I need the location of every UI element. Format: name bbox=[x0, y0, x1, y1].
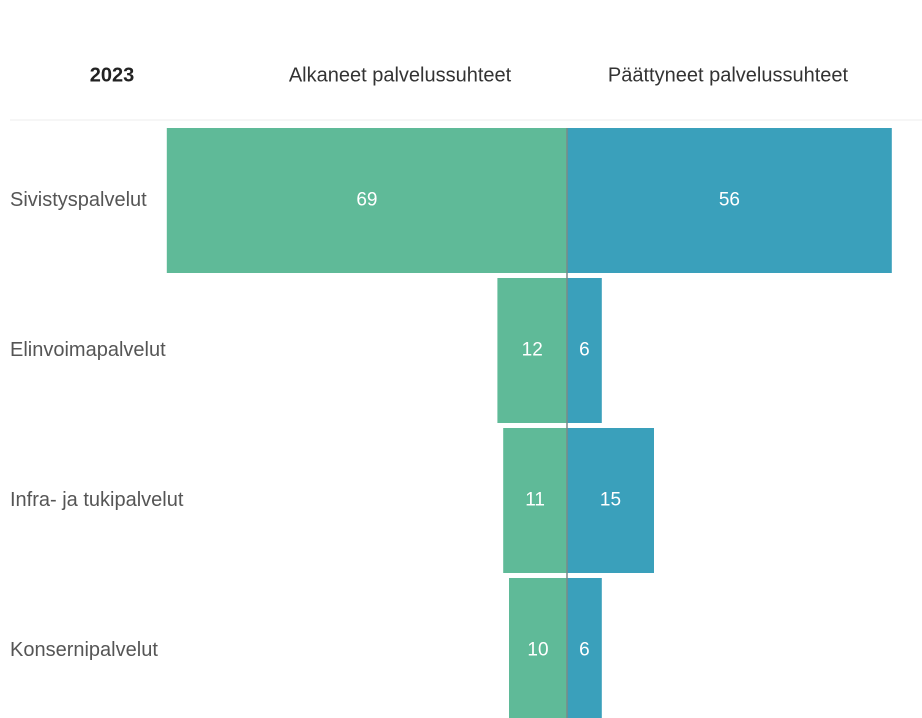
bar bbox=[567, 578, 602, 718]
value-label: 69 bbox=[356, 190, 377, 211]
chart-title: 2023 bbox=[90, 64, 135, 86]
bar bbox=[567, 278, 602, 423]
value-label: 11 bbox=[525, 490, 545, 511]
bar bbox=[166, 128, 568, 273]
bar bbox=[497, 278, 567, 423]
value-label: 10 bbox=[527, 640, 548, 661]
value-label: 6 bbox=[579, 340, 590, 361]
series-header: Päättyneet palvelussuhteet bbox=[608, 64, 849, 86]
bar bbox=[503, 428, 567, 573]
value-label: 15 bbox=[600, 490, 621, 511]
value-label: 56 bbox=[719, 190, 740, 211]
category-label: Elinvoimapalvelut bbox=[10, 339, 166, 361]
bar bbox=[567, 128, 892, 273]
value-label: 12 bbox=[522, 340, 543, 361]
category-label: Konsernipalvelut bbox=[10, 639, 158, 661]
bar bbox=[567, 428, 654, 573]
value-label: 6 bbox=[579, 640, 590, 661]
series-header: Alkaneet palvelussuhteet bbox=[289, 64, 512, 86]
category-label: Sivistyspalvelut bbox=[10, 189, 147, 211]
bar bbox=[509, 578, 567, 718]
category-label: Infra- ja tukipalvelut bbox=[10, 489, 184, 511]
